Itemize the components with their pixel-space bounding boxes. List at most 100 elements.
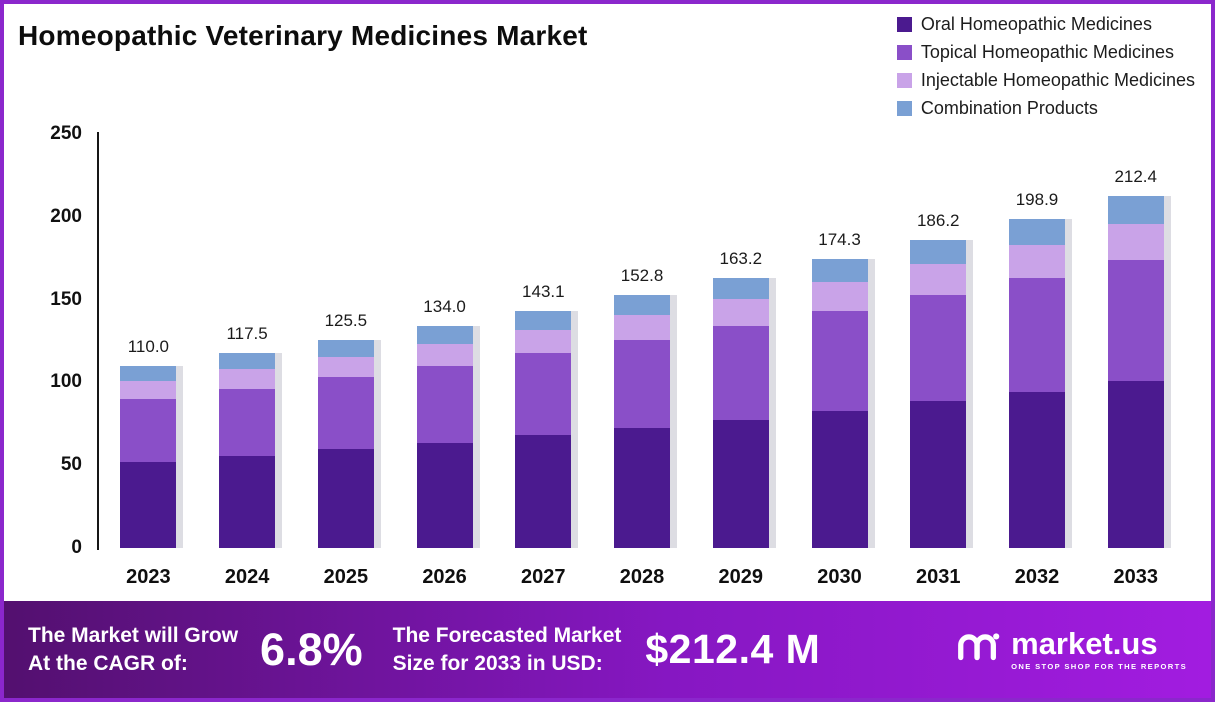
stacked-bar <box>416 326 473 548</box>
legend-swatch <box>896 101 912 116</box>
bar-segment-topical <box>219 389 276 457</box>
bar-segment-oral <box>416 442 473 548</box>
y-axis-tick-label: 100 <box>50 371 82 393</box>
bar-segment-combination <box>910 239 967 265</box>
bar-segment-injectable <box>614 314 671 341</box>
bar-total-label: 212.4 <box>1114 167 1157 187</box>
x-axis-label: 2033 <box>1113 566 1158 588</box>
legend-label: Topical Homeopathic Medicines <box>920 42 1174 62</box>
bar-segment-oral <box>317 449 374 548</box>
stacked-bar <box>614 295 671 548</box>
stacked-bar <box>515 311 572 548</box>
bar-segment-oral <box>120 461 177 548</box>
marketus-logo-icon <box>955 624 1001 675</box>
bar-segment-injectable <box>120 380 177 399</box>
bar-column: 163.2 <box>691 134 790 548</box>
bar-segment-oral <box>910 401 967 548</box>
x-axis-label: 2027 <box>521 566 566 588</box>
bar-segment-topical <box>910 295 967 402</box>
x-axis-label: 2030 <box>817 566 862 588</box>
bar-column: 125.5 <box>296 134 395 548</box>
bar-total-label: 143.1 <box>522 282 565 302</box>
bar-segment-combination <box>317 340 374 357</box>
bar-segment-injectable <box>1107 224 1164 260</box>
brand-text: market.us ONE STOP SHOP FOR THE REPORTS <box>1011 628 1187 671</box>
bar-segment-injectable <box>219 369 276 390</box>
stacked-bar <box>811 259 868 548</box>
marketus-brand: market.us ONE STOP SHOP FOR THE REPORTS <box>955 624 1187 675</box>
bar-total-label: 110.0 <box>127 336 169 356</box>
bar-segment-topical <box>811 311 868 411</box>
stacked-bar <box>120 365 177 548</box>
bar-segment-combination <box>515 311 572 330</box>
bar-segment-topical <box>416 365 473 443</box>
bar-segment-topical <box>120 398 177 462</box>
brand-name: market.us <box>1011 626 1158 661</box>
bar-segment-injectable <box>317 356 374 378</box>
x-axis-label: 2032 <box>1014 566 1060 588</box>
bar-total-label: 186.2 <box>916 210 960 230</box>
y-axis-tick-label: 150 <box>50 288 82 310</box>
y-axis-tick-label: 250 <box>50 123 82 144</box>
bar-segment-combination <box>614 295 671 315</box>
cagr-label-line2: At the CAGR of: <box>28 651 188 675</box>
bar-segment-oral <box>1008 391 1065 548</box>
bar-segment-injectable <box>811 282 868 312</box>
legend: Oral Homeopathic Medicines Topical Homeop… <box>896 14 1195 119</box>
bar-segment-combination <box>120 365 177 381</box>
bar-segment-injectable <box>712 299 769 327</box>
bar-total-label: 117.5 <box>226 324 268 344</box>
plot-columns: 110.0 117.5 125.5 134.0 143.1 152.8 163.2 174.3… <box>99 134 1185 548</box>
y-axis-tick-label: 0 <box>71 537 82 558</box>
bar-segment-combination <box>712 277 769 300</box>
brand-tagline: ONE STOP SHOP FOR THE REPORTS <box>1011 662 1187 671</box>
bar-segment-injectable <box>515 329 572 354</box>
bar-column: 186.2 <box>889 134 988 548</box>
stacked-bar <box>219 353 276 548</box>
stacked-bar <box>712 277 769 548</box>
bar-column: 117.5 <box>198 134 297 548</box>
bar-segment-topical <box>317 377 374 450</box>
forecast-label-line2: Size for 2033 in USD: <box>392 651 603 675</box>
bar-column: 110.0 <box>99 134 198 548</box>
bar-segment-combination <box>219 353 276 370</box>
bar-segment-oral <box>811 410 868 548</box>
bar-column: 174.3 <box>790 134 889 548</box>
x-axis-label: 2025 <box>323 566 369 588</box>
cagr-value: 6.8% <box>260 623 363 675</box>
legend-label: Combination Products <box>920 98 1098 118</box>
bar-segment-oral <box>1107 380 1164 548</box>
bar-column: 198.9 <box>988 134 1087 548</box>
y-axis-tick-label: 50 <box>60 454 82 476</box>
x-axis-label: 2026 <box>422 566 467 588</box>
bar-segment-oral <box>614 427 671 548</box>
forecast-label-line1: The Forecasted Market <box>392 624 622 648</box>
bar-segment-injectable <box>1008 244 1065 278</box>
bar-total-label: 163.2 <box>719 248 763 268</box>
bar-segment-oral <box>515 435 572 548</box>
x-axis-labels: 2023 2024 2025 2026 2027 2028 2029 2030 2031 2032… <box>99 566 1185 589</box>
legend-label: Oral Homeopathic Medicines <box>920 14 1152 34</box>
bar-segment-topical <box>614 340 671 428</box>
stacked-bar <box>1008 218 1065 548</box>
x-axis-label: 2031 <box>915 566 961 588</box>
bar-column: 143.1 <box>494 134 593 548</box>
bar-segment-topical <box>712 326 769 420</box>
y-axis-tick-label: 200 <box>50 205 82 227</box>
bar-total-label: 125.5 <box>324 311 368 331</box>
forecast-value: $212.4 M <box>645 626 821 672</box>
cagr-label-line1: The Market will Grow <box>28 624 239 648</box>
legend-swatch <box>896 73 912 88</box>
chart-title: Homeopathic Veterinary Medicines Market <box>18 20 588 51</box>
x-axis-label: 2024 <box>224 566 270 588</box>
legend-item: Injectable Homeopathic Medicines <box>896 70 1195 91</box>
bar-segment-topical <box>515 353 572 436</box>
bar-total-label: 134.0 <box>423 297 466 317</box>
cagr-label: The Market will Grow At the CAGR of: <box>28 622 238 677</box>
legend-item: Topical Homeopathic Medicines <box>896 42 1195 63</box>
bar-segment-combination <box>1008 218 1065 245</box>
footer-banner: The Market will Grow At the CAGR of: 6.8… <box>4 601 1211 698</box>
bar-segment-injectable <box>416 343 473 366</box>
stacked-bar <box>317 340 374 548</box>
